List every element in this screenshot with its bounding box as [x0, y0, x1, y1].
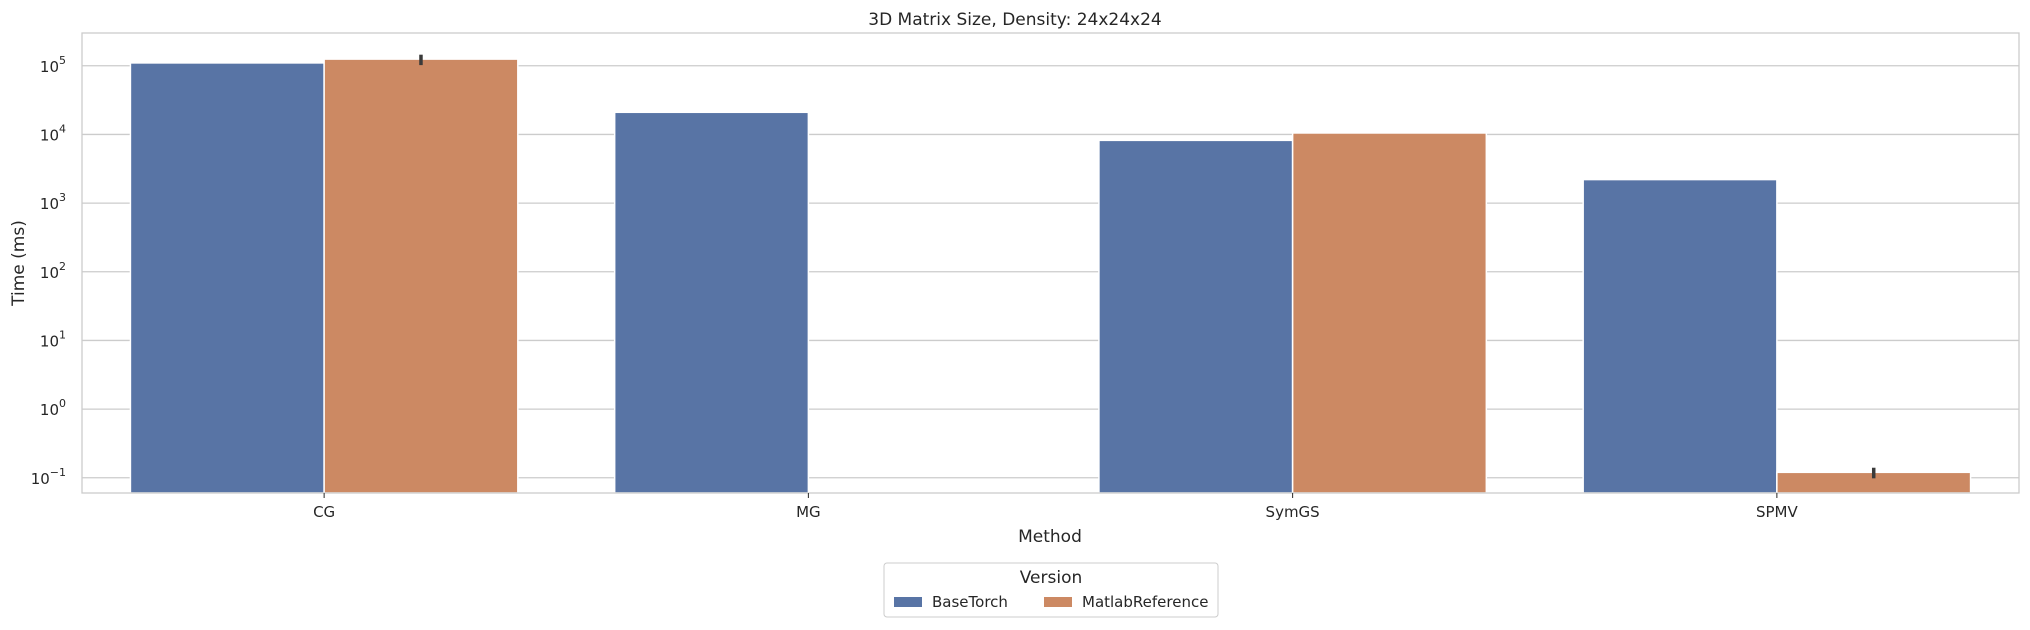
bar-matlabreference-symgs [1291, 132, 1488, 494]
y-tick-exponent: 3 [59, 191, 66, 204]
legend-box [883, 562, 1219, 618]
y-tick-label: 100 [40, 397, 66, 419]
y-tick-base: 10 [40, 195, 59, 213]
legend-label-basetorch: BaseTorch [932, 593, 1008, 611]
legend-label-matlabreference: MatlabReference [1082, 593, 1208, 611]
legend-swatch-basetorch [894, 597, 922, 607]
y-tick-exponent: 1 [59, 328, 66, 341]
chart-title: 3D Matrix Size, Density: 24x24x24 [868, 10, 1161, 30]
y-tick-label: 105 [40, 54, 66, 76]
y-tick-exponent: 4 [59, 122, 66, 135]
plot-frame [81, 32, 2020, 494]
error-bars [419, 54, 1876, 479]
bar-matlabreference-cg [323, 58, 519, 494]
y-tick-exponent: −1 [50, 466, 66, 479]
bar-basetorch-spmv [1582, 178, 1778, 494]
x-tick-label-spmv: SPMV [1756, 503, 1799, 521]
x-tick-label-mg: MG [796, 503, 821, 521]
legend-swatch-matlabreference [1044, 597, 1072, 607]
y-tick-label: 10−1 [31, 466, 66, 488]
bar-basetorch-symgs [1098, 139, 1294, 494]
bar-basetorch-cg [129, 62, 325, 494]
y-tick-exponent: 2 [59, 260, 66, 273]
y-tick-base: 10 [40, 58, 59, 76]
x-axis-label: Method [1018, 527, 1082, 547]
y-tick-label: 101 [40, 328, 66, 350]
legend: Version BaseTorch MatlabReference [883, 562, 1219, 618]
x-tick-labels: CG MG SymGS SPMV [313, 493, 1798, 521]
y-tick-label: 104 [40, 122, 66, 144]
y-tick-base: 10 [31, 470, 50, 488]
y-tick-base: 10 [40, 401, 59, 419]
legend-title: Version [1020, 568, 1083, 588]
bars [129, 58, 1972, 494]
y-tick-base: 10 [40, 332, 59, 350]
x-tick-label-symgs: SymGS [1266, 503, 1320, 521]
y-tick-label: 103 [40, 191, 66, 213]
y-axis-label: Time (ms) [9, 220, 29, 307]
y-tick-exponent: 5 [59, 54, 66, 67]
y-tick-label: 102 [40, 260, 66, 282]
x-tick-label-cg: CG [313, 503, 335, 521]
y-tick-exponent: 0 [59, 397, 66, 410]
y-tick-base: 10 [40, 126, 59, 144]
bar-basetorch-mg [613, 111, 810, 494]
y-tick-base: 10 [40, 264, 59, 282]
